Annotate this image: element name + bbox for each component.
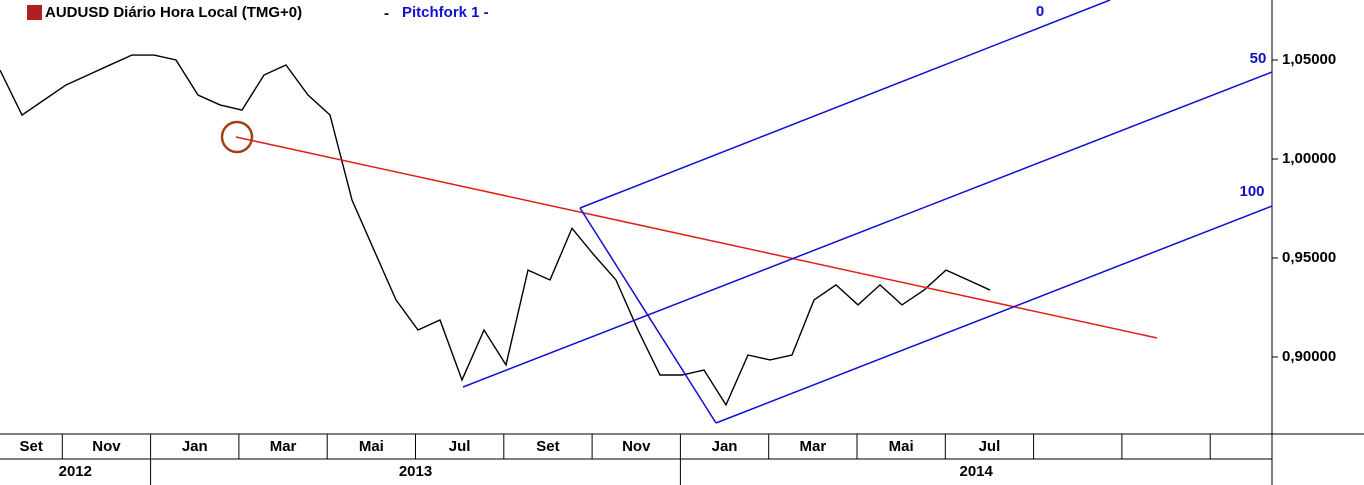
pitchfork-label: 100 <box>1239 183 1264 200</box>
pitchfork-label: 0 <box>1036 3 1044 20</box>
anchor-circle <box>220 120 254 154</box>
y-tick-label: 0,95000 <box>1282 249 1336 266</box>
pitchfork-upper <box>579 0 1111 209</box>
chart-title: AUDUSD Diário Hora Local (TMG+0) <box>45 4 302 21</box>
plot <box>0 54 991 407</box>
x-tick-label: Nov <box>92 438 121 455</box>
symbol-icon <box>27 5 42 20</box>
trend-line <box>235 136 1158 339</box>
price-line <box>0 54 991 407</box>
y-tick-label: 1,05000 <box>1282 51 1336 68</box>
pitchfork-handle <box>579 207 717 424</box>
y-tick-label: 0,90000 <box>1282 348 1336 365</box>
x-tick-label: Mai <box>359 438 384 455</box>
year-label: 2014 <box>960 463 994 480</box>
pitchfork-median <box>462 71 1273 388</box>
x-tick-label: Mai <box>889 438 914 455</box>
pitchfork-label: 50 <box>1250 50 1267 67</box>
x-tick-label: Jul <box>979 438 1001 455</box>
x-tick-label: Jan <box>712 438 738 455</box>
x-tick-label: Nov <box>622 438 651 455</box>
x-tick-label: Jul <box>449 438 471 455</box>
x-tick-label: Set <box>19 438 42 455</box>
y-tick-label: 1,00000 <box>1282 150 1336 167</box>
title-separator: - <box>384 5 389 22</box>
x-tick-label: Set <box>536 438 559 455</box>
x-tick-label: Mar <box>800 438 827 455</box>
chart-subtitle: Pitchfork 1 - <box>402 4 489 21</box>
x-tick-label: Jan <box>182 438 208 455</box>
pitchfork-lower <box>715 205 1273 424</box>
x-tick-label: Mar <box>270 438 297 455</box>
year-label: 2012 <box>59 463 92 480</box>
year-label: 2013 <box>399 463 432 480</box>
